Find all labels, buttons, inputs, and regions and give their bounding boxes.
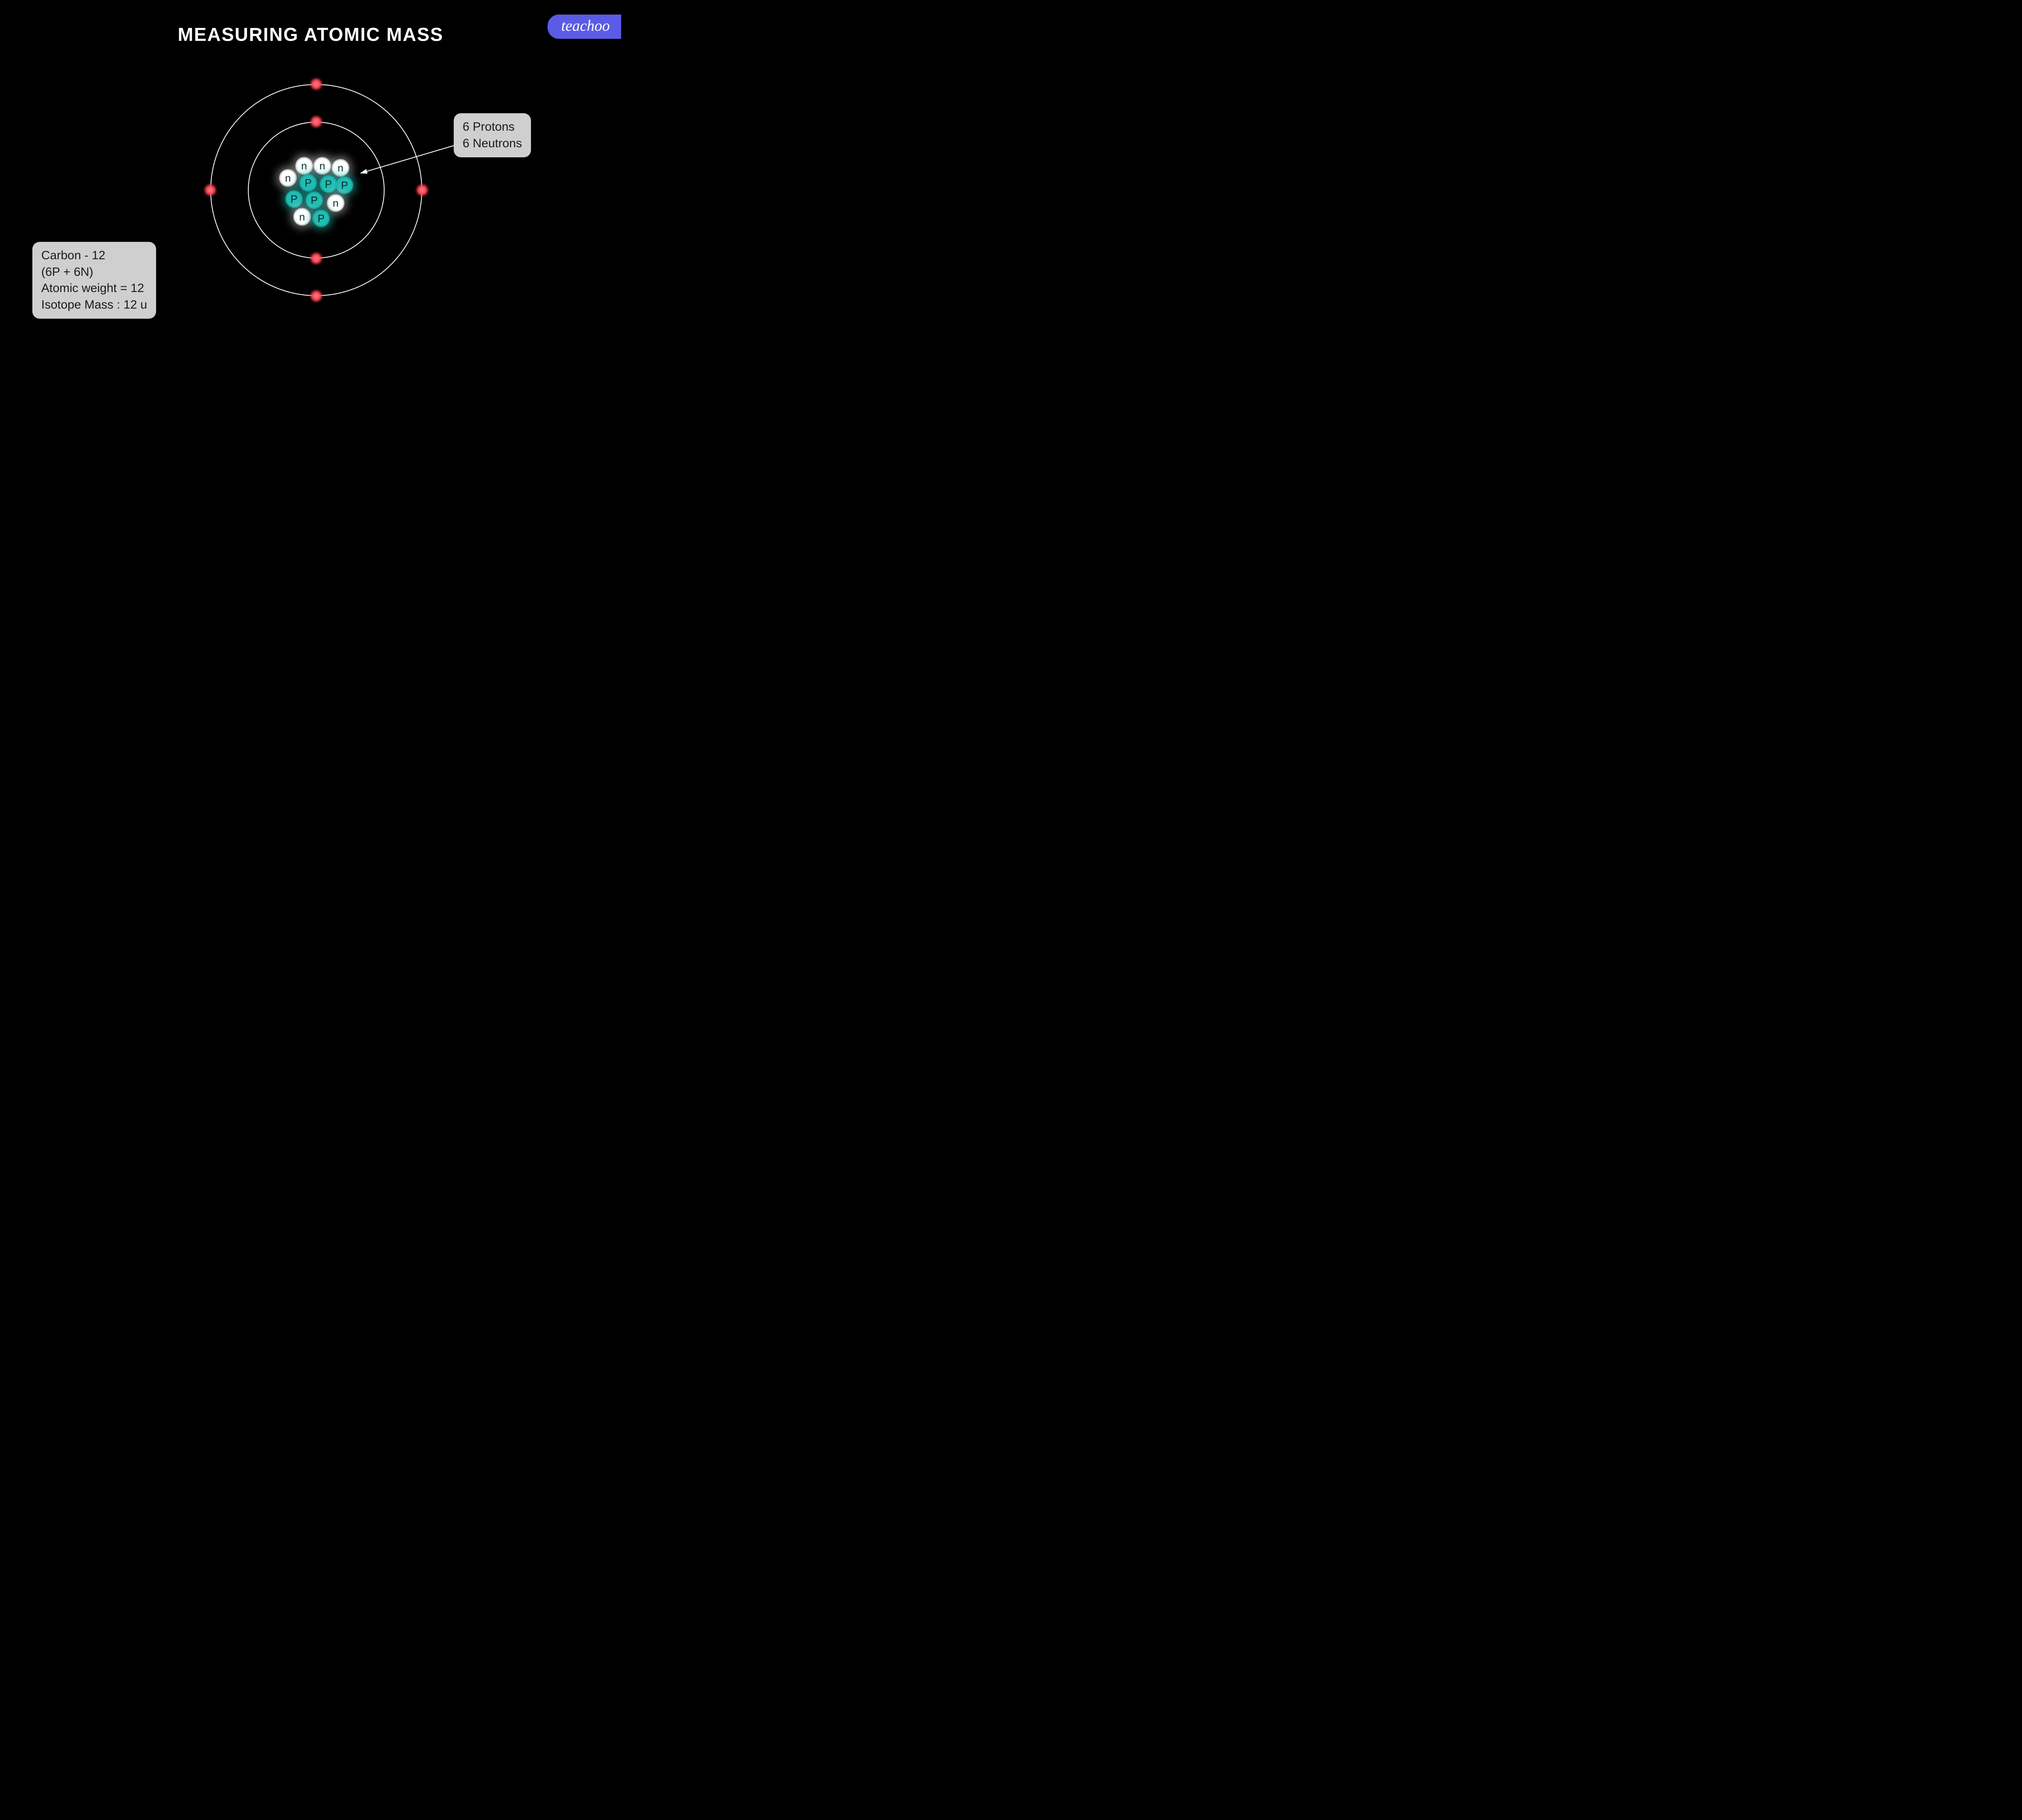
proton: P [305, 191, 323, 209]
callout-line: Carbon - 12 [41, 248, 147, 264]
neutron: n [279, 169, 297, 187]
nucleus-callout: 6 Protons6 Neutrons [454, 113, 531, 157]
electron [311, 253, 322, 264]
electron [205, 184, 216, 196]
electron [311, 290, 322, 302]
callout-line: 6 Neutrons [463, 135, 522, 152]
brand-badge: teachoo [548, 15, 621, 39]
neutron: n [295, 157, 313, 175]
neutron: n [327, 194, 345, 212]
electron [311, 78, 322, 90]
page-title: MEASURING ATOMIC MASS [0, 23, 621, 45]
electron [311, 116, 322, 127]
callout-line: Isotope Mass : 12 u [41, 297, 147, 313]
neutron: n [332, 159, 349, 177]
proton: P [336, 176, 353, 194]
callout-line: Atomic weight = 12 [41, 280, 147, 297]
proton: P [312, 210, 330, 227]
callout-line: 6 Protons [463, 119, 522, 135]
neutron: n [313, 157, 331, 175]
electron [417, 184, 428, 196]
proton: P [285, 190, 303, 208]
neutron: n [293, 208, 311, 226]
proton: P [299, 174, 317, 192]
diagram-stage: MEASURING ATOMIC MASS teachoo nnnnPPPPPn… [0, 0, 621, 349]
proton: P [319, 175, 337, 193]
element-callout: Carbon - 12(6P + 6N)Atomic weight = 12Is… [32, 242, 156, 319]
callout-line: (6P + 6N) [41, 264, 147, 281]
